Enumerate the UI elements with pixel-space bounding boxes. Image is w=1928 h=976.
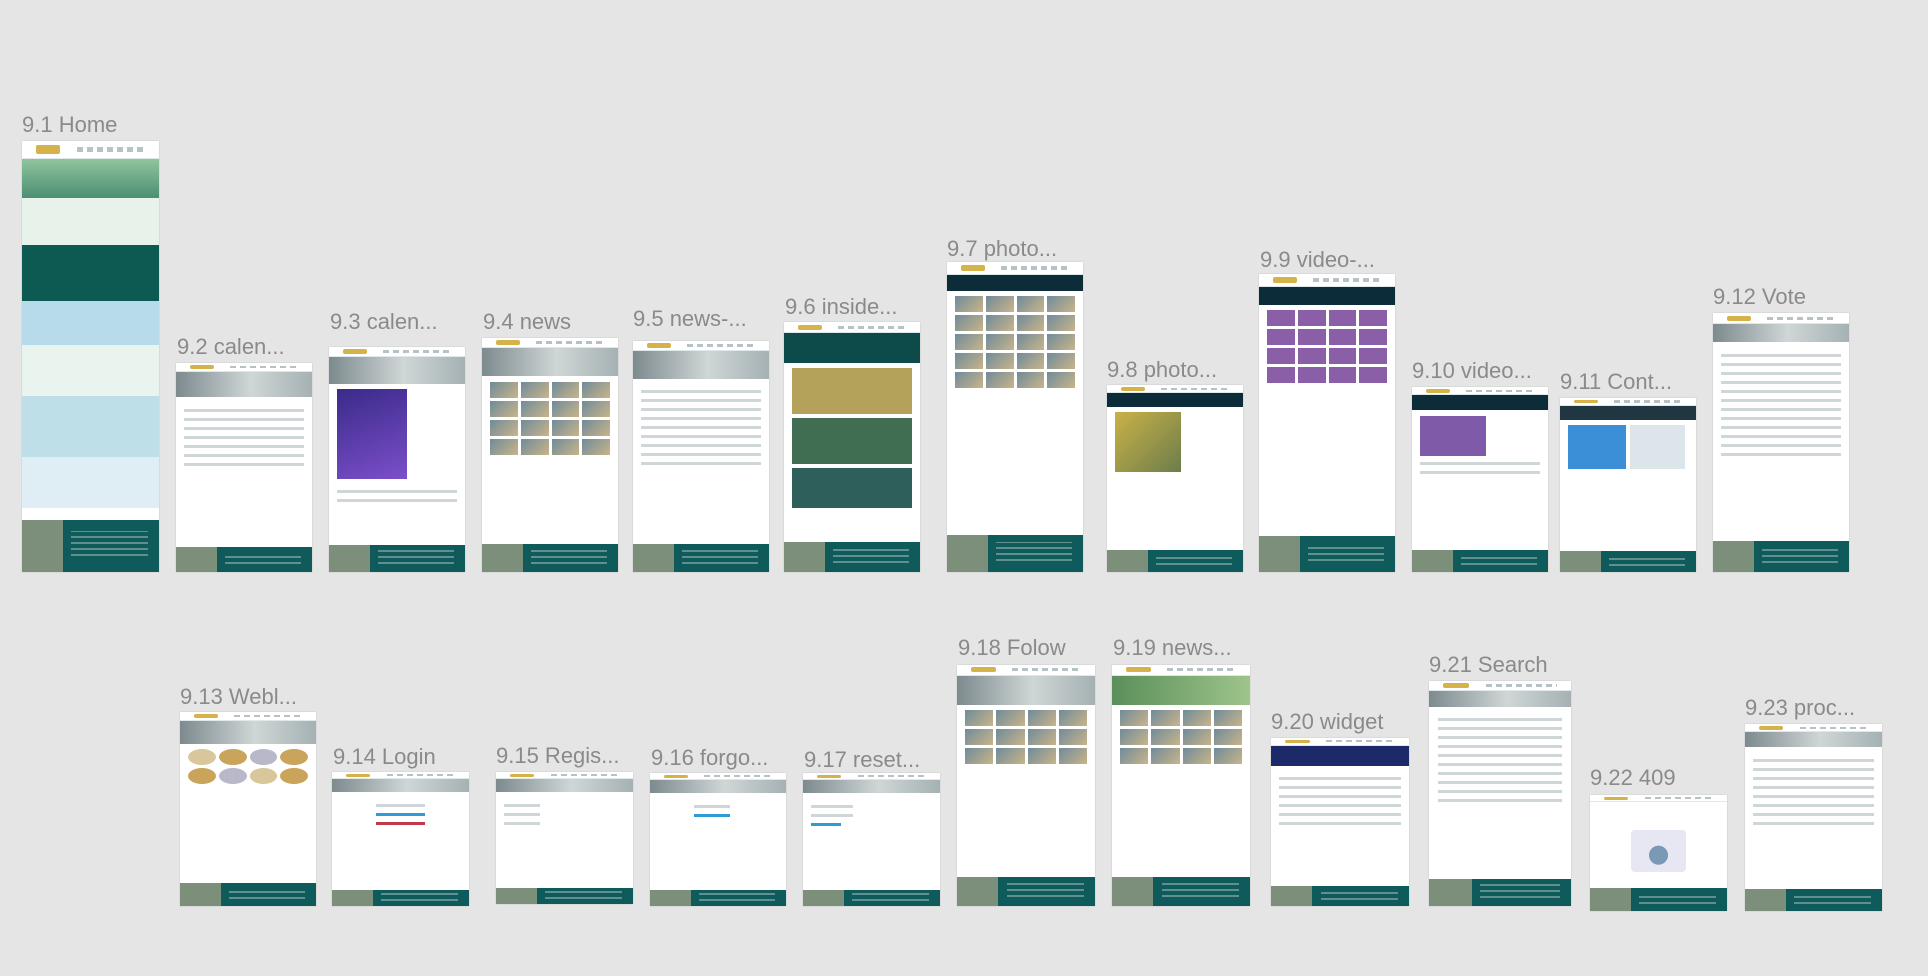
frame-label: 9.21 Search	[1429, 652, 1548, 677]
frame-thumbnail-409[interactable]	[1590, 795, 1727, 911]
frame-thumbnail-follow[interactable]	[957, 665, 1095, 906]
frame-label: 9.17 reset...	[804, 747, 921, 772]
content-section	[22, 198, 159, 246]
hero-banner	[176, 372, 312, 398]
frame-thumbnail-calendar-detail[interactable]	[329, 347, 465, 572]
frame-thumbnail-vote[interactable]	[1713, 313, 1849, 572]
site-footer	[22, 520, 159, 572]
frame-thumbnail-news-detail[interactable]	[633, 341, 769, 572]
frame-label: 9.16 forgo...	[651, 745, 769, 770]
frame-label: 9.14 Login	[333, 744, 436, 769]
frame-label: 9.2 calen...	[177, 334, 285, 359]
frame-thumbnail-video[interactable]	[1259, 274, 1395, 572]
frame-thumbnail-photo-detail[interactable]	[1107, 385, 1243, 572]
frame-label: 9.3 calen...	[330, 309, 438, 334]
frame-label: 9.6 inside...	[785, 294, 898, 319]
hero-banner	[22, 159, 159, 199]
frame-thumbnail-login[interactable]	[332, 772, 469, 906]
frame-label: 9.8 photo...	[1107, 357, 1218, 382]
nav-bar	[76, 147, 146, 153]
frame-label: 9.22 409	[1590, 765, 1676, 790]
content-section	[22, 396, 159, 457]
frame-thumbnail-register[interactable]	[496, 772, 633, 904]
frame-thumbnail-forgot-password[interactable]	[650, 773, 786, 906]
frame-label: 9.15 Regis...	[496, 743, 620, 768]
frame-thumbnail-news-list[interactable]	[1112, 665, 1250, 906]
content-section	[22, 301, 159, 345]
frame-label: 9.19 news...	[1113, 635, 1232, 660]
frame-thumbnail-inside[interactable]	[784, 322, 920, 572]
frame-thumbnail-weblink[interactable]	[180, 712, 316, 906]
frame-label: 9.18 Folow	[958, 635, 1066, 660]
error-illustration	[1631, 829, 1686, 872]
frame-label: 9.20 widget	[1271, 709, 1384, 734]
site-footer	[176, 546, 312, 572]
page-content	[329, 384, 465, 514]
frame-label: 9.1 Home	[22, 112, 118, 137]
content-section	[22, 245, 159, 302]
hero-banner	[329, 357, 465, 384]
logo	[35, 145, 61, 154]
frame-label: 9.4 news	[483, 309, 572, 334]
content-section	[22, 456, 159, 509]
site-header	[176, 363, 312, 373]
frame-thumbnail-widget[interactable]	[1271, 738, 1409, 906]
site-header	[22, 141, 159, 160]
frame-thumbnail-contact[interactable]	[1560, 398, 1696, 572]
frame-thumbnail-procurement[interactable]	[1745, 724, 1882, 911]
frame-label: 9.13 Webl...	[180, 684, 297, 709]
news-grid	[482, 376, 618, 460]
frame-thumbnail-news[interactable]	[482, 338, 618, 572]
frame-label: 9.23 proc...	[1745, 695, 1856, 720]
frame-thumbnail-home[interactable]	[22, 141, 159, 572]
frame-label: 9.5 news-...	[633, 306, 747, 331]
frame-thumbnail-search[interactable]	[1429, 681, 1571, 906]
frame-label: 9.9 video-...	[1260, 247, 1375, 272]
frame-label: 9.7 photo...	[947, 236, 1058, 261]
frame-label: 9.11 Cont...	[1560, 369, 1673, 394]
page-content	[176, 397, 312, 477]
frame-label: 9.12 Vote	[1713, 284, 1806, 309]
frame-thumbnail-video-detail[interactable]	[1412, 387, 1548, 572]
frame-thumbnail-reset-password[interactable]	[803, 773, 940, 906]
frame-thumbnail-photo[interactable]	[947, 262, 1083, 572]
frame-thumbnail-calendar[interactable]	[176, 363, 312, 572]
content-section	[22, 344, 159, 397]
frame-label: 9.10 video...	[1412, 358, 1532, 383]
poster-image	[337, 389, 407, 480]
